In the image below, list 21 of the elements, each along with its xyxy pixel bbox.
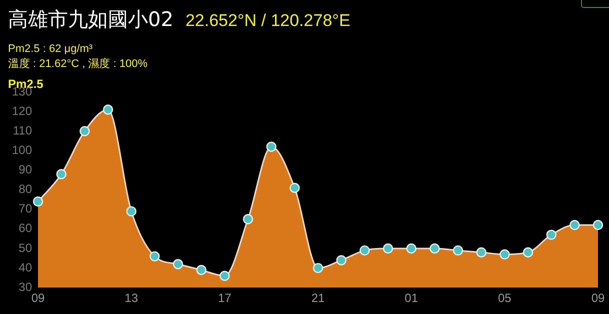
y-tick-label: 60 xyxy=(18,221,32,236)
x-tick-label: 05 xyxy=(498,291,512,306)
y-tick-label: 30 xyxy=(18,280,32,294)
x-tick-label: 17 xyxy=(218,291,232,306)
x-tick-label: 09 xyxy=(591,291,605,306)
y-tick-label: 40 xyxy=(18,260,32,274)
y-tick-label: 110 xyxy=(12,123,32,138)
y-tick-label: 90 xyxy=(18,162,32,177)
x-tick-label: 21 xyxy=(311,291,325,306)
x-tick-label: 13 xyxy=(124,291,138,306)
text: 溫度 : 21.62°C , 濕度 : 100% xyxy=(8,57,148,72)
y-tick-label: 120 xyxy=(12,104,32,118)
y-tick-label: 100 xyxy=(12,142,32,157)
chart-subtitle: 22.652°N / 120.278°E xyxy=(185,11,350,30)
y-tick-label: 80 xyxy=(18,182,32,196)
x-tick-label: 09 xyxy=(31,291,45,306)
x-tick-label: 01 xyxy=(404,291,418,306)
y-tick-label: 50 xyxy=(18,240,32,255)
chart-title: 高雄市九如國小02 xyxy=(8,7,174,31)
y-tick-label: 70 xyxy=(18,202,32,216)
text: Pm2.5 : 62 μg/m³ xyxy=(8,42,94,57)
